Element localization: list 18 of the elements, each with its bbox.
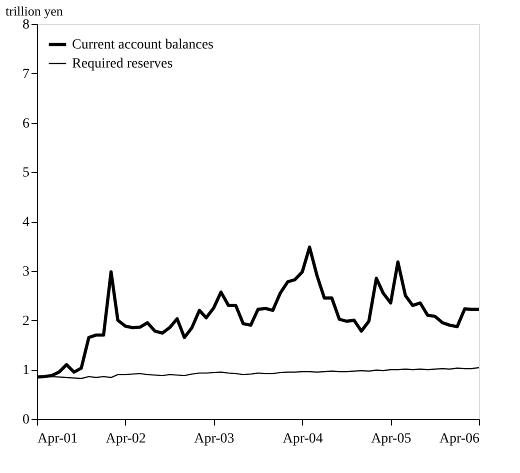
y-tick-label: 4 <box>22 215 30 230</box>
y-tick-label: 0 <box>22 412 30 428</box>
x-tick-label: Apr-06 <box>439 432 480 446</box>
x-tick-label: Apr-03 <box>194 432 234 446</box>
y-tick-label: 5 <box>22 166 30 181</box>
x-tick-label: Apr-04 <box>282 432 323 446</box>
y-tick-label: 8 <box>22 18 30 32</box>
legend-label: Current account balances <box>72 38 214 52</box>
y-tick-label: 6 <box>22 116 30 132</box>
x-tick-label: Apr-02 <box>106 432 146 446</box>
x-tick-label: Apr-05 <box>371 432 412 446</box>
y-tick-label: 7 <box>22 66 30 82</box>
y-tick-label: 2 <box>22 314 30 329</box>
legend-label: Required reserves <box>72 56 173 72</box>
y-axis-title: trillion yen <box>6 4 64 18</box>
x-tick-label: Apr-01 <box>38 432 78 446</box>
y-tick-label: 1 <box>22 363 30 378</box>
y-tick-label: 3 <box>22 264 30 280</box>
